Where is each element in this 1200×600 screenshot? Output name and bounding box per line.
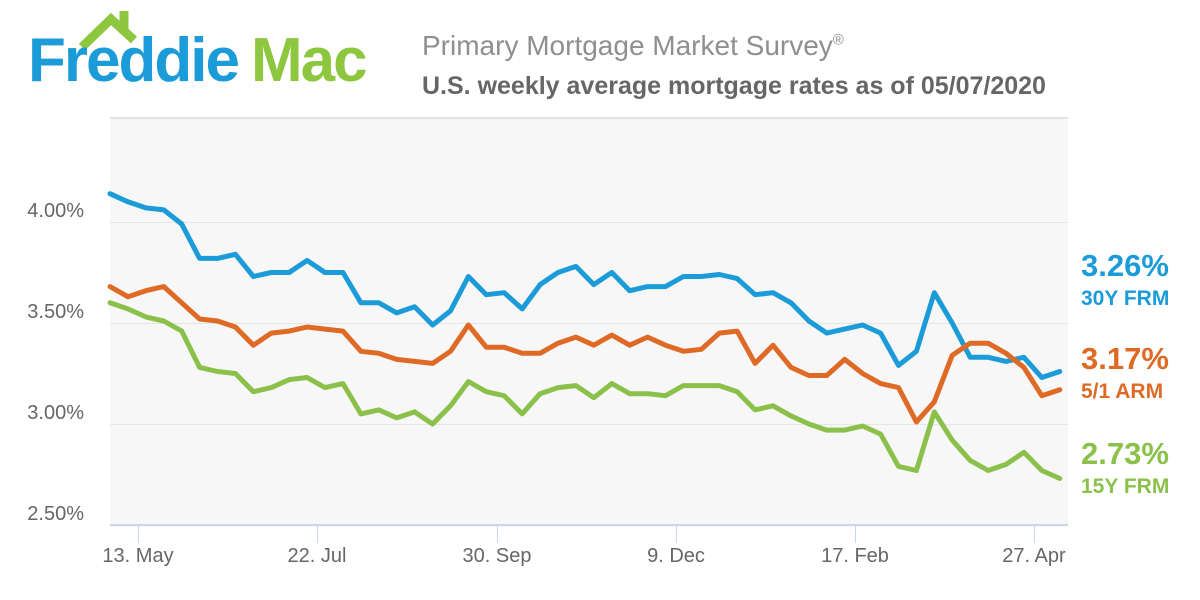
y-tick-label-4.00: 4.00%	[27, 200, 84, 222]
x-tick-label-feb: 17. Feb	[821, 545, 889, 567]
x-tick-mark-0	[138, 524, 140, 543]
x-tick-mark-3	[675, 524, 677, 543]
chart-title-text: Primary Mortgage Market Survey	[422, 30, 833, 61]
gridline-3.00	[110, 424, 1068, 425]
x-tick-mark-5	[1034, 524, 1036, 543]
callout-30y-value: 3.26%	[1081, 248, 1169, 283]
x-tick-label-may: 13. May	[102, 545, 174, 567]
y-tick-label-2.50: 2.50%	[27, 503, 84, 525]
roof-icon	[78, 11, 138, 51]
callout-15y-value: 2.73%	[1081, 436, 1169, 471]
y-tick-label-3.00: 3.00%	[27, 402, 84, 424]
callout-30y-frm: 3.26% 30Y FRM	[1081, 250, 1169, 309]
gridline-3.50	[110, 323, 1068, 324]
x-tick-label-dec: 9. Dec	[647, 545, 705, 567]
callout-arm-value: 3.17%	[1081, 341, 1169, 376]
callout-30y-name: 30Y FRM	[1081, 287, 1170, 310]
chart-subtitle: U.S. weekly average mortgage rates as of…	[422, 72, 1046, 100]
gridline-4.00	[110, 222, 1068, 223]
logo-word-mac: Mac	[250, 26, 368, 95]
callout-5-1-arm: 3.17% 5/1 ARM	[1081, 343, 1169, 402]
y-tick-label-3.50: 3.50%	[27, 301, 84, 323]
x-tick-label-jul: 22. Jul	[287, 545, 347, 567]
callout-15y-name: 15Y FRM	[1081, 475, 1170, 498]
x-tick-mark-4	[855, 524, 856, 543]
registered-mark: ®	[832, 31, 844, 49]
x-tick-mark-1	[317, 524, 319, 543]
x-tick-label-sep: 30. Sep	[462, 545, 532, 567]
freddie-mac-logo: Freddie Mac	[28, 26, 368, 96]
callout-15y-frm: 2.73% 15Y FRM	[1081, 438, 1169, 497]
plot-area	[110, 117, 1068, 527]
logo-word-freddie: Freddie	[28, 26, 240, 95]
chart-title: Primary Mortgage Market Survey®	[422, 30, 844, 62]
x-axis-line	[110, 524, 1068, 526]
x-tick-mark-2	[496, 524, 498, 543]
x-tick-label-apr: 27. Apr	[1002, 545, 1066, 567]
callout-arm-name: 5/1 ARM	[1081, 380, 1164, 403]
